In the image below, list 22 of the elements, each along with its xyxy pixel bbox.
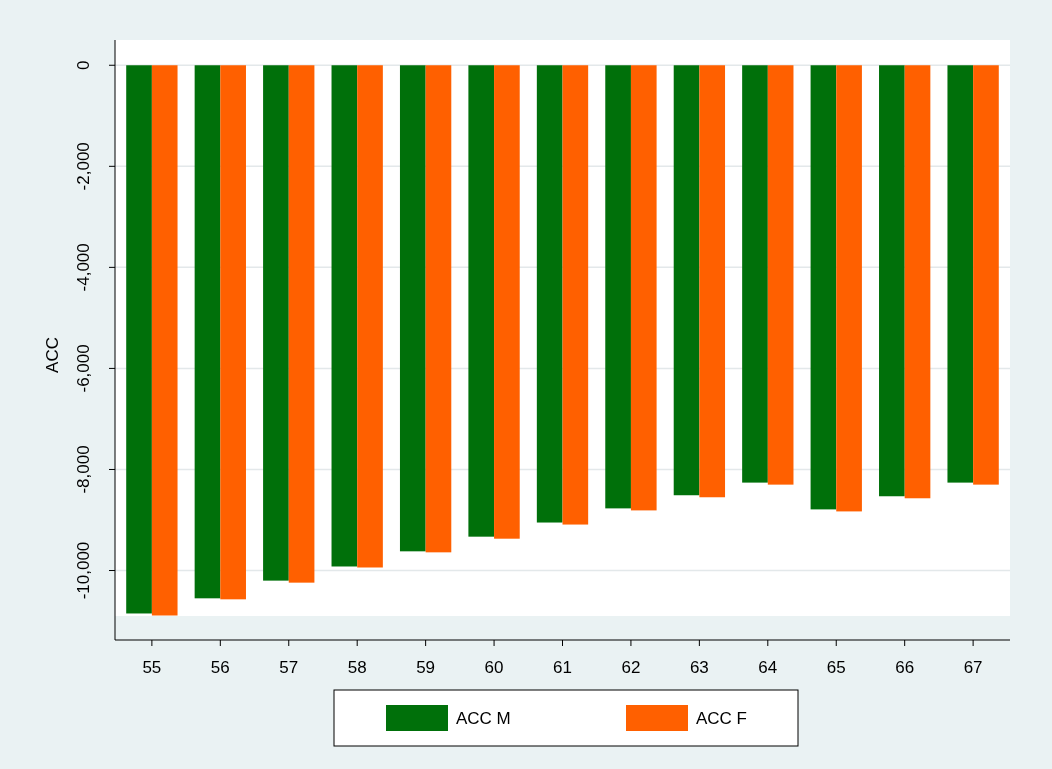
- x-tick-label: 64: [758, 658, 778, 677]
- x-tick-label: 56: [210, 658, 230, 677]
- y-axis-title: ACC: [43, 337, 62, 373]
- y-tick-label: -10,000: [74, 541, 93, 600]
- x-tick-label: 62: [621, 658, 641, 677]
- x-tick-label: 60: [484, 658, 504, 677]
- x-tick-label: 57: [279, 658, 299, 677]
- x-tick-label: 65: [826, 658, 846, 677]
- y-tick-label: -6,000: [74, 344, 93, 393]
- y-tick-label: -2,000: [74, 142, 93, 191]
- y-tick-label: -8,000: [74, 445, 93, 494]
- legend-label: ACC F: [696, 709, 747, 728]
- x-tick-label: 58: [347, 658, 367, 677]
- x-tick-label: 61: [553, 658, 572, 677]
- legend-label: ACC M: [456, 709, 511, 728]
- y-tick-label: 0: [74, 60, 93, 70]
- x-tick-label: 66: [895, 658, 915, 677]
- x-tick-label: 67: [963, 658, 983, 677]
- x-tick-label: 59: [416, 658, 436, 677]
- y-tick-label: -4,000: [74, 243, 93, 292]
- x-tick-label: 63: [689, 658, 709, 677]
- x-tick-label: 55: [142, 658, 162, 677]
